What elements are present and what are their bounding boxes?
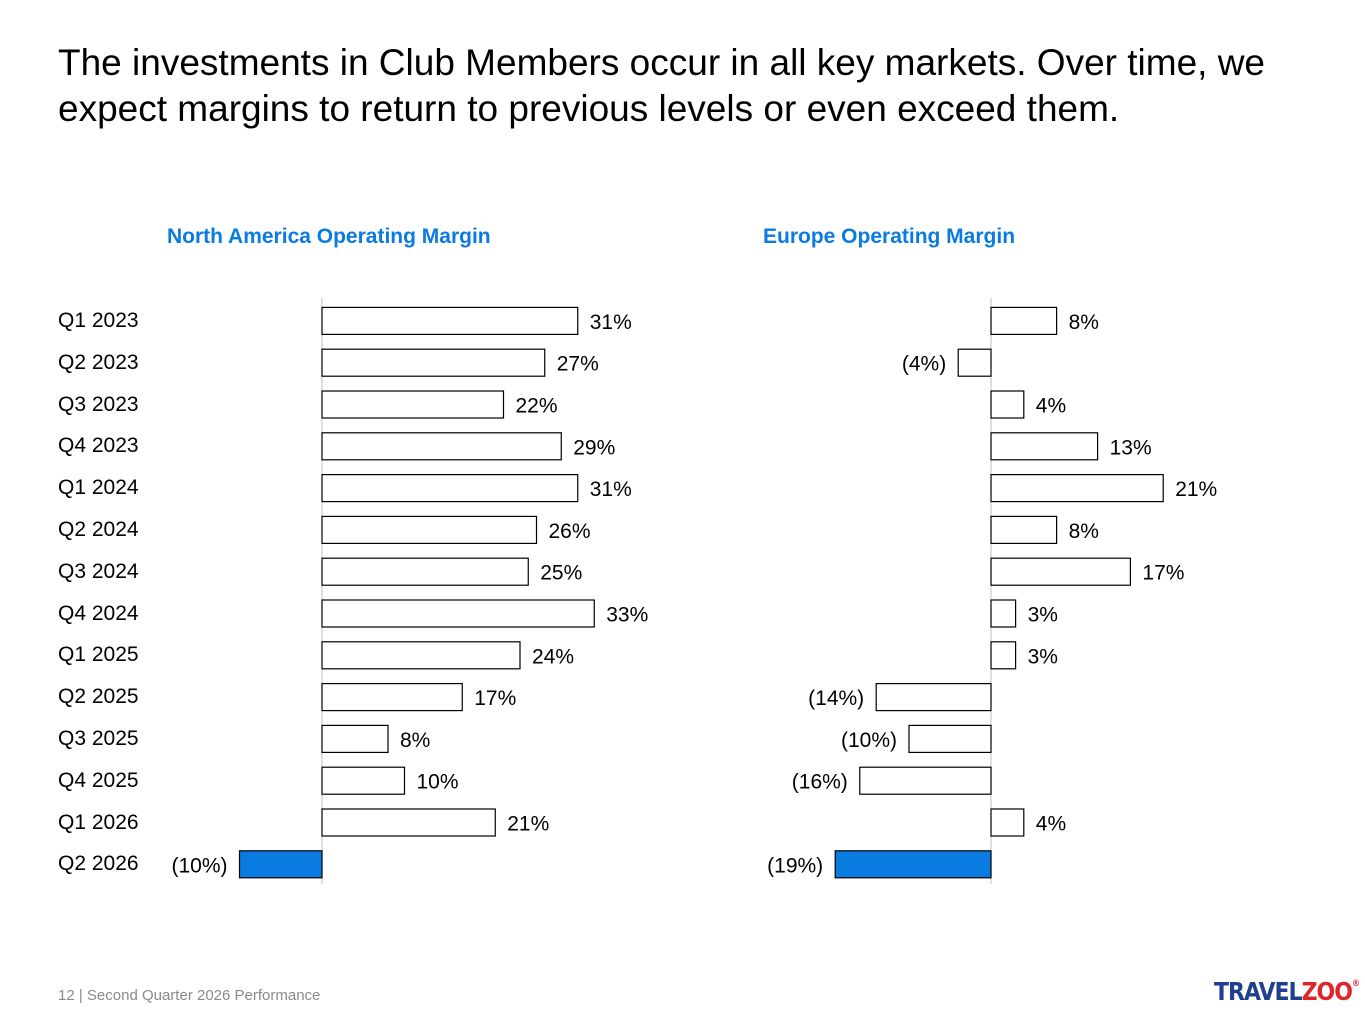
- quarter-label: Q2 2025: [58, 685, 139, 709]
- eu-data-label: 17%: [1142, 562, 1184, 585]
- eu-data-label: 3%: [1028, 645, 1058, 668]
- footer-text: 12 | Second Quarter 2026 Performance: [58, 987, 321, 1004]
- eu-bar-q2-2024: [990, 515, 1058, 545]
- eu-bar-q3-2025: [908, 724, 992, 754]
- eu-data-label: 8%: [1069, 520, 1099, 543]
- eu-data-label: 8%: [1069, 311, 1099, 334]
- na-bar-q4-2023: [321, 432, 562, 461]
- eu-data-label: (14%): [808, 687, 864, 710]
- na-data-label: 26%: [549, 520, 591, 543]
- na-bar-q1-2025: [321, 641, 521, 670]
- quarter-label: Q4 2023: [58, 434, 139, 458]
- north-america-chart-title: North America Operating Margin: [167, 225, 491, 248]
- eu-data-label: 4%: [1036, 813, 1066, 836]
- na-data-label: 17%: [474, 687, 516, 710]
- na-data-label: 21%: [507, 813, 549, 836]
- na-data-label: 29%: [573, 436, 615, 459]
- eu-data-label: (16%): [792, 771, 848, 794]
- eu-bar-q1-2023: [990, 306, 1058, 335]
- na-bar-q2-2025: [321, 682, 463, 712]
- quarter-labels: Q1 2023 Q2 2023 Q3 2023 Q4 2023 Q1 2024 …: [58, 300, 168, 885]
- eu-data-label: (10%): [841, 729, 897, 752]
- na-data-label: 33%: [606, 604, 648, 627]
- na-bar-q1-2023: [321, 306, 579, 335]
- eu-bar-q1-2024: [990, 474, 1164, 503]
- eu-data-label: 13%: [1110, 436, 1152, 459]
- eu-data-label: (19%): [767, 854, 823, 877]
- na-bar-q2-2026: [238, 850, 323, 879]
- quarter-label: Q4 2024: [58, 601, 139, 625]
- quarter-label: Q3 2025: [58, 726, 139, 750]
- na-data-label: 31%: [590, 478, 632, 501]
- eu-bar-q2-2025: [875, 682, 992, 712]
- page-headline: The investments in Club Members occur in…: [58, 42, 1265, 129]
- na-data-label: 22%: [516, 395, 558, 418]
- eu-data-label: 3%: [1028, 604, 1058, 627]
- quarter-label: Q1 2025: [58, 643, 139, 667]
- na-bar-q1-2024: [321, 474, 579, 503]
- na-data-label: 10%: [417, 771, 459, 794]
- quarter-label: Q2 2023: [58, 350, 139, 374]
- na-data-label: (10%): [171, 854, 227, 877]
- na-data-label: 27%: [557, 353, 599, 376]
- eu-data-label: (4%): [902, 353, 946, 376]
- quarter-label: Q1 2024: [58, 476, 139, 500]
- quarter-label: Q2 2026: [58, 852, 139, 876]
- na-bar-q2-2024: [321, 515, 538, 545]
- eu-bar-q1-2026: [990, 808, 1025, 837]
- europe-chart-title: Europe Operating Margin: [763, 225, 1016, 248]
- eu-bar-q1-2025: [990, 641, 1017, 670]
- na-data-label: 8%: [400, 729, 430, 752]
- eu-bar-q3-2023: [990, 390, 1025, 419]
- quarter-label: Q1 2023: [58, 309, 139, 332]
- eu-bar-q2-2023: [957, 348, 992, 377]
- na-data-label: 24%: [532, 645, 574, 668]
- quarter-label: Q4 2025: [58, 768, 139, 792]
- na-bar-q4-2024: [321, 599, 595, 628]
- eu-data-label: 21%: [1175, 478, 1217, 501]
- quarter-label: Q1 2026: [58, 810, 139, 834]
- eu-bar-q4-2024: [990, 599, 1017, 628]
- na-bar-q4-2025: [321, 766, 406, 795]
- na-bar-q2-2023: [321, 348, 546, 377]
- na-bar-q3-2023: [321, 390, 505, 419]
- eu-data-label: 4%: [1036, 395, 1066, 418]
- eu-bar-q4-2023: [990, 432, 1099, 461]
- na-bar-q3-2025: [321, 724, 389, 754]
- quarter-label: Q3 2023: [58, 392, 139, 416]
- eu-bar-q4-2025: [859, 766, 992, 795]
- na-bar-q1-2026: [321, 808, 496, 837]
- na-data-label: 25%: [540, 562, 582, 585]
- quarter-label: Q2 2024: [58, 517, 139, 541]
- na-data-label: 31%: [590, 311, 632, 334]
- eu-bar-q2-2026: [834, 850, 992, 879]
- travelzoo-logo: TRAVELZOO®: [1214, 978, 1360, 1007]
- eu-bar-q3-2024: [990, 557, 1131, 586]
- na-bar-q3-2024: [321, 557, 529, 586]
- quarter-label: Q3 2024: [58, 559, 139, 583]
